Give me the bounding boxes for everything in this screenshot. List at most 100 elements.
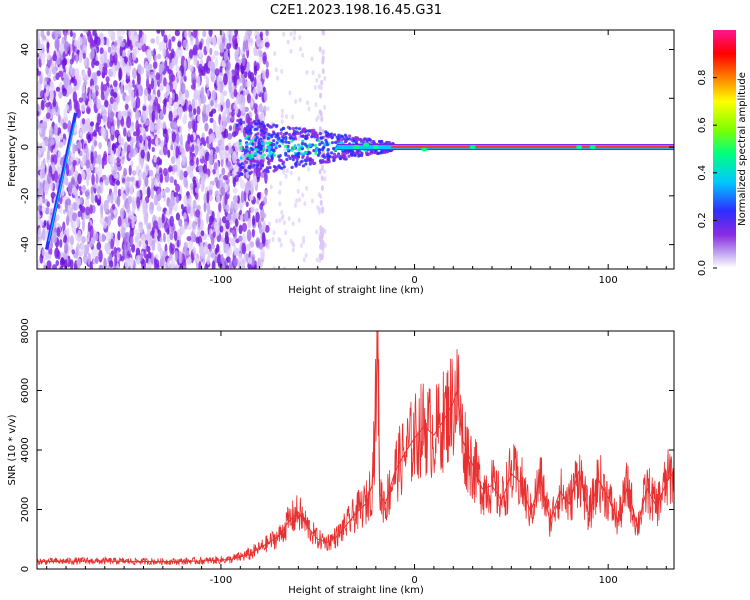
- heat-cell: [239, 180, 246, 189]
- heat-cell: [260, 171, 266, 179]
- heat-cell: [321, 154, 325, 158]
- heat-cell: [263, 90, 268, 103]
- heat-cell: [281, 139, 285, 143]
- heat-cell: [358, 153, 362, 157]
- heat-cell: [230, 200, 235, 213]
- spectrogram-y-axis-label: Frequency (Hz): [7, 111, 18, 187]
- heat-cell: [64, 242, 69, 254]
- heat-cell: [254, 138, 258, 142]
- heat-cell: [252, 87, 257, 98]
- heat-cell: [206, 35, 210, 45]
- heat-cell: [161, 213, 165, 224]
- heat-cell: [322, 145, 326, 149]
- heat-cell: [239, 118, 243, 122]
- heat-cell: [223, 174, 229, 181]
- heat-cell: [333, 140, 338, 144]
- heat-cell: [76, 229, 82, 243]
- heat-cell: [104, 177, 110, 186]
- heat-cell: [154, 138, 159, 146]
- heat-cell: [252, 215, 256, 226]
- heat-cell: [323, 76, 327, 82]
- heat-cell: [208, 111, 213, 117]
- heat-cell: [343, 151, 348, 155]
- heat-cell: [156, 263, 160, 269]
- snr-x-axis-label: Height of straight line (km): [288, 585, 424, 596]
- heat-cell: [70, 67, 76, 78]
- heat-cell: [235, 143, 239, 153]
- heat-cell: [96, 112, 102, 126]
- heat-cell: [144, 138, 149, 152]
- heat-cell: [55, 180, 59, 191]
- heat-cell: [301, 164, 306, 168]
- heat-cell: [297, 162, 302, 166]
- heat-cell: [99, 47, 104, 55]
- heat-cell: [246, 229, 252, 242]
- heat-cell: [150, 202, 155, 211]
- heat-cell: [121, 110, 127, 117]
- heat-cell: [297, 176, 301, 182]
- colorbar-tick-label: 0.0: [697, 260, 708, 276]
- heat-cell: [315, 77, 319, 83]
- heat-cell: [171, 88, 176, 95]
- heat-cell: [117, 110, 123, 121]
- heat-cell: [301, 52, 305, 58]
- heat-cell: [162, 143, 168, 156]
- heat-cell: [225, 160, 232, 168]
- heat-cell: [223, 50, 229, 62]
- heat-cell: [107, 46, 112, 53]
- heat-cell: [188, 111, 193, 118]
- heat-cell: [292, 137, 296, 141]
- heat-cell: [252, 175, 258, 187]
- y-tick-label: 4000: [20, 437, 31, 462]
- heat-cell: [184, 111, 187, 124]
- heat-cell: [156, 156, 161, 166]
- heat-cell: [302, 257, 306, 263]
- heat-cell: [224, 193, 228, 206]
- heat-cell: [236, 33, 240, 45]
- heat-cell: [42, 195, 46, 204]
- heat-cell: [248, 37, 254, 44]
- heat-cell: [266, 157, 270, 161]
- heat-cell: [58, 133, 64, 141]
- heat-cell: [272, 153, 276, 157]
- heat-cell: [102, 83, 108, 92]
- heat-cell: [89, 121, 95, 127]
- heat-cell: [308, 162, 312, 166]
- heat-cell: [45, 86, 50, 98]
- heat-cell: [116, 195, 121, 207]
- heat-cell: [260, 141, 264, 145]
- heat-cell: [279, 131, 283, 135]
- heat-cell: [342, 154, 346, 158]
- heat-cell: [266, 244, 270, 250]
- heat-cell: [259, 137, 263, 141]
- heat-cell: [59, 238, 63, 248]
- heat-cell: [49, 125, 53, 132]
- heat-cell: [576, 145, 583, 150]
- snr-noise-trace: [37, 331, 674, 567]
- heat-cell: [316, 136, 320, 140]
- heat-cell: [225, 98, 231, 109]
- heat-cell: [37, 149, 42, 161]
- heat-cell: [146, 223, 152, 230]
- heat-cell: [80, 170, 86, 181]
- heat-cell: [281, 126, 285, 131]
- heat-cell: [130, 146, 134, 158]
- heat-cell: [141, 186, 147, 196]
- heat-cell: [237, 174, 241, 178]
- heat-cell: [202, 30, 207, 38]
- heat-cell: [80, 205, 86, 214]
- heat-cell: [259, 151, 263, 155]
- heat-cell: [138, 240, 142, 248]
- heat-cell: [131, 67, 137, 80]
- heat-cell: [249, 71, 255, 83]
- heat-cell: [170, 195, 176, 207]
- heat-cell: [291, 133, 295, 137]
- heat-cell: [275, 141, 279, 145]
- heat-cell: [321, 250, 325, 256]
- colorbar-tick-label: 0.2: [697, 212, 708, 228]
- heat-cell: [116, 161, 121, 168]
- heat-cell: [262, 124, 266, 128]
- heat-cell: [363, 142, 370, 147]
- heat-cell: [213, 221, 218, 231]
- heat-cell: [210, 236, 215, 246]
